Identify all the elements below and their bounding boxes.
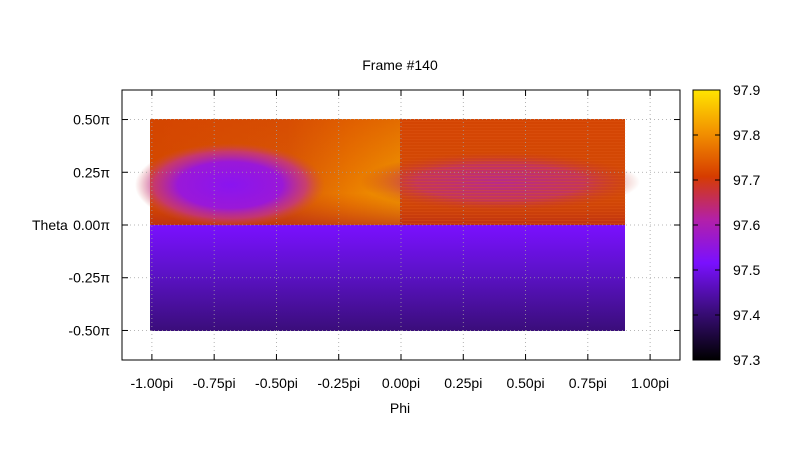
x-tick-label: 0.50pi [506, 375, 544, 391]
colorbar-tick-label: 97.8 [733, 127, 760, 143]
grid-lines [122, 90, 680, 360]
x-tick-label: -0.25pi [317, 375, 360, 391]
x-tick-label: -0.75pi [193, 375, 236, 391]
colorbar-ticks: 97.9 97.8 97.7 97.6 97.5 97.4 97.3 [693, 82, 760, 368]
x-axis-ticks: -1.00pi -0.75pi -0.50pi -0.25pi 0.00pi 0.25pi… [130, 90, 669, 391]
y-tick-label: -0.50π [68, 322, 110, 338]
y-axis-label: Theta [32, 217, 68, 233]
heatmap-lower-region [150, 225, 625, 331]
y-tick-label: 0.00π [73, 217, 110, 233]
colorbar-tick-label: 97.4 [733, 307, 760, 323]
heatmap-image [135, 119, 640, 331]
x-tick-label: 0.25pi [444, 375, 482, 391]
y-tick-label: -0.25π [68, 270, 110, 286]
y-tick-label: 0.25π [73, 164, 110, 180]
y-axis-ticks: 0.50π 0.25π 0.00π -0.25π -0.50π [68, 112, 680, 338]
colorbar-tick-label: 97.6 [733, 217, 760, 233]
x-tick-label: 0.00pi [382, 375, 420, 391]
chart-title: Frame #140 [362, 57, 438, 73]
colorbar-tick-label: 97.3 [733, 352, 760, 368]
x-tick-label: -0.50pi [255, 375, 298, 391]
colorbar-tick-label: 97.9 [733, 82, 760, 98]
colorbar-tick-label: 97.7 [733, 172, 760, 188]
x-tick-label: 1.00pi [631, 375, 669, 391]
x-tick-label: 0.75pi [569, 375, 607, 391]
colorbar-tick-label: 97.5 [733, 262, 760, 278]
heatmap-purple-blob [135, 143, 325, 227]
x-axis-label: Phi [390, 400, 410, 416]
y-tick-label: 0.50π [73, 112, 110, 128]
heatmap-right-blob [360, 152, 640, 212]
x-tick-label: -1.00pi [130, 375, 173, 391]
